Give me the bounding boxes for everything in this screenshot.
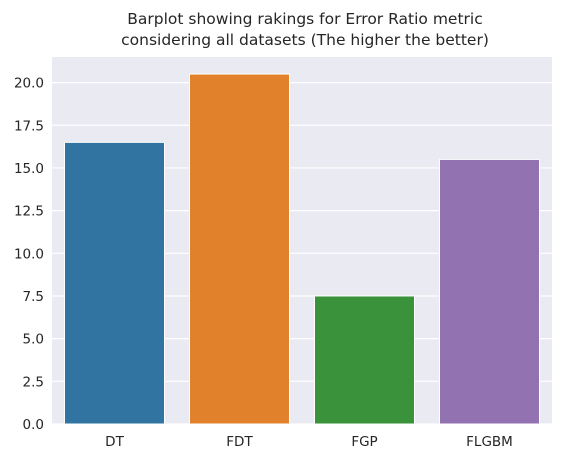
y-axis-ticks: 0.0 2.5 5.0 7.5 10.0 12.5 15.0 17.5 20.0 (14, 76, 44, 433)
bar-dt (64, 141, 165, 425)
y-tick-label: 17.5 (14, 118, 44, 134)
chart-title: Barplot showing rakings for Error Ratio … (127, 10, 483, 28)
bar-fdt (189, 73, 290, 425)
chart-subtitle: considering all datasets (The higher the… (121, 31, 489, 49)
y-tick-label: 5.0 (23, 332, 44, 348)
x-tick-label: FGP (351, 434, 377, 450)
x-tick-label: FDT (226, 434, 253, 450)
x-tick-label: FLGBM (466, 434, 513, 450)
y-tick-label: 2.5 (23, 374, 44, 390)
y-tick-label: 10.0 (14, 246, 44, 262)
y-tick-label: 7.5 (23, 289, 44, 305)
bar-fgp (314, 295, 415, 425)
y-tick-label: 12.5 (14, 204, 44, 220)
bar-flgbm (439, 158, 540, 425)
y-tick-label: 0.0 (23, 417, 44, 433)
x-axis-ticks: DT FDT FGP FLGBM (105, 434, 513, 450)
y-tick-label: 20.0 (14, 76, 44, 92)
y-tick-label: 15.0 (14, 161, 44, 177)
bars (64, 73, 540, 425)
x-tick-label: DT (105, 434, 124, 450)
